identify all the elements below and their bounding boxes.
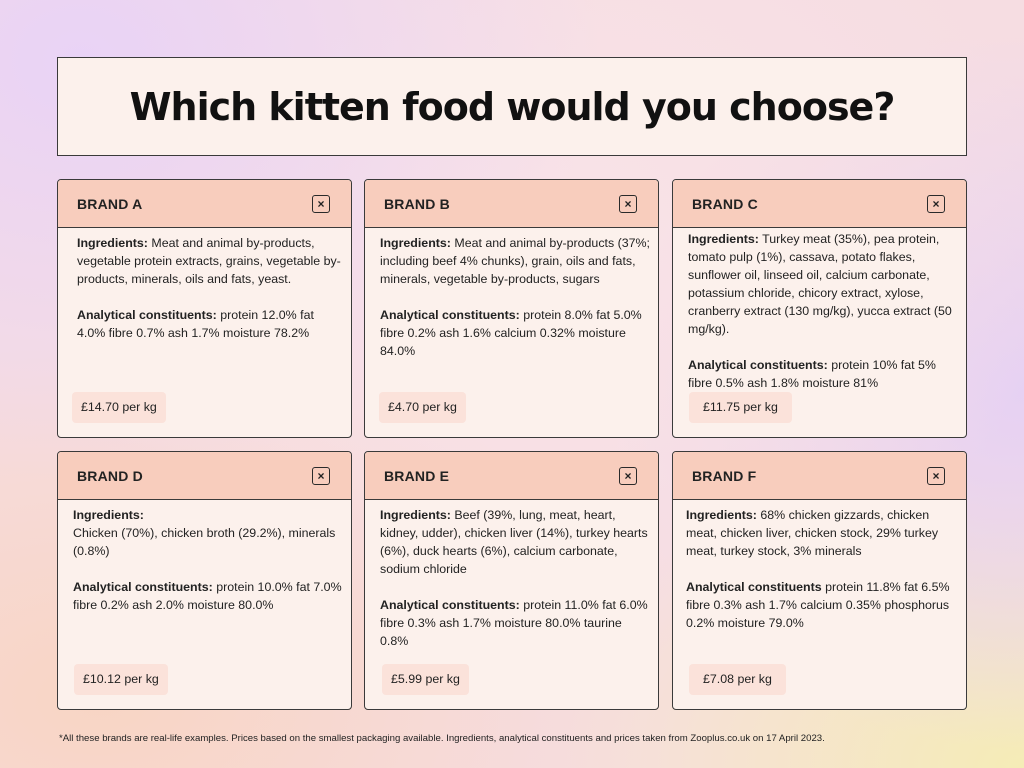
analytical-value: protein 11.8% fat 6.5% fibre 0.3% ash 1.… (686, 580, 950, 630)
ingredients-value: Meat and animal by-products, vegetable p… (77, 236, 341, 286)
price-tag: £7.08 per kg (689, 664, 786, 695)
close-icon[interactable]: × (619, 194, 637, 213)
card-body: Ingredients: Beef (39%, lung, meat, hear… (365, 501, 658, 709)
close-icon[interactable]: × (619, 466, 637, 485)
analytical-value: protein 11.0% fat 6.0% fibre 0.3% ash 1.… (380, 598, 648, 648)
price-tag: £5.99 per kg (382, 664, 469, 695)
brand-name: BRAND F (692, 467, 757, 484)
ingredients-label: Ingredients: (688, 232, 759, 246)
analytical-label: Analytical constituents: (380, 308, 520, 322)
price-tag: £4.70 per kg (379, 392, 466, 423)
card-header: BRAND D × (58, 452, 351, 500)
analytical-value: protein 10.0% fat 7.0% fibre 0.2% ash 2.… (73, 580, 342, 612)
brand-name: BRAND E (384, 467, 450, 484)
ingredients-value: 68% chicken gizzards, chicken meat, chic… (686, 508, 939, 558)
analytical-text: Analytical constituents: protein 8.0% fa… (380, 306, 650, 360)
close-icon[interactable]: × (312, 194, 330, 213)
card-header: BRAND F × (673, 452, 966, 500)
analytical-text: Analytical constituents: protein 12.0% f… (77, 306, 343, 342)
analytical-label: Analytical constituents: (77, 308, 217, 322)
ingredients-label: Ingredients: (686, 508, 757, 522)
close-icon[interactable]: × (312, 466, 330, 485)
analytical-value: protein 10% fat 5% fibre 0.5% ash 1.8% m… (688, 358, 936, 390)
card-header: BRAND A × (58, 180, 351, 228)
ingredients-label: Ingredients: (73, 508, 144, 522)
brand-card-f[interactable]: BRAND F × Ingredients: 68% chicken gizza… (672, 451, 967, 710)
price-tag: £14.70 per kg (72, 392, 166, 423)
ingredients-text: Ingredients: Meat and animal by-products… (380, 234, 650, 288)
analytical-label: Analytical constituents: (380, 598, 520, 612)
brand-card-d[interactable]: BRAND D × Ingredients: Chicken (70%), chi… (57, 451, 352, 710)
ingredients-label: Ingredients: (77, 236, 148, 250)
ingredients-label: Ingredients: (380, 236, 451, 250)
analytical-text: Analytical constituents protein 11.8% fa… (686, 578, 958, 632)
brand-name: BRAND B (384, 195, 450, 212)
ingredients-text: Ingredients: Beef (39%, lung, meat, hear… (380, 506, 650, 578)
brand-card-a[interactable]: BRAND A × Ingredients: Meat and animal b… (57, 179, 352, 438)
card-body: Ingredients: Meat and animal by-products… (365, 229, 658, 437)
brand-card-c[interactable]: BRAND C × Ingredients: Turkey meat (35%)… (672, 179, 967, 438)
ingredients-value: Chicken (70%), chicken broth (29.2%), mi… (73, 526, 336, 558)
brand-card-e[interactable]: BRAND E × Ingredients: Beef (39%, lung, … (364, 451, 659, 710)
analytical-label: Analytical constituents: (73, 580, 213, 594)
close-icon[interactable]: × (927, 194, 945, 213)
ingredients-text: Ingredients: 68% chicken gizzards, chick… (686, 506, 958, 560)
analytical-value: protein 12.0% fat 4.0% fibre 0.7% ash 1.… (77, 308, 314, 340)
card-body: Ingredients: Turkey meat (35%), pea prot… (673, 229, 966, 437)
ingredients-value: Meat and animal by-products (37%; includ… (380, 236, 650, 286)
ingredients-text: Ingredients: Turkey meat (35%), pea prot… (688, 230, 958, 338)
card-body: Ingredients: Chicken (70%), chicken broth… (58, 501, 351, 709)
analytical-label: Analytical constituents (686, 580, 822, 594)
ingredients-label: Ingredients: (380, 508, 451, 522)
ingredients-text: Ingredients: Meat and animal by-products… (77, 234, 343, 288)
card-body: Ingredients: Meat and animal by-products… (58, 229, 351, 437)
brand-name: BRAND A (77, 195, 143, 212)
brand-name: BRAND C (692, 195, 758, 212)
brand-card-b[interactable]: BRAND B × Ingredients: Meat and animal b… (364, 179, 659, 438)
analytical-text: Analytical constituents: protein 10% fat… (688, 356, 958, 392)
analytical-text: Analytical constituents: protein 10.0% f… (73, 578, 343, 614)
ingredients-value: Turkey meat (35%), pea protein, tomato p… (688, 232, 952, 336)
card-body: Ingredients: 68% chicken gizzards, chick… (673, 501, 966, 709)
card-header: BRAND B × (365, 180, 658, 228)
ingredients-value: Beef (39%, lung, meat, heart, kidney, ud… (380, 508, 648, 576)
brand-name: BRAND D (77, 467, 143, 484)
footnote: *All these brands are real-life examples… (59, 733, 825, 744)
title-banner: Which kitten food would you choose? (57, 57, 967, 156)
analytical-label: Analytical constituents: (688, 358, 828, 372)
card-header: BRAND C × (673, 180, 966, 228)
close-icon[interactable]: × (927, 466, 945, 485)
analytical-value: protein 8.0% fat 5.0% fibre 0.2% ash 1.6… (380, 308, 642, 358)
ingredients-text: Ingredients: Chicken (70%), chicken broth… (73, 506, 343, 560)
price-tag: £10.12 per kg (74, 664, 168, 695)
card-header: BRAND E × (365, 452, 658, 500)
page-title: Which kitten food would you choose? (129, 84, 896, 129)
analytical-text: Analytical constituents: protein 11.0% f… (380, 596, 650, 650)
price-tag: £11.75 per kg (689, 392, 792, 423)
